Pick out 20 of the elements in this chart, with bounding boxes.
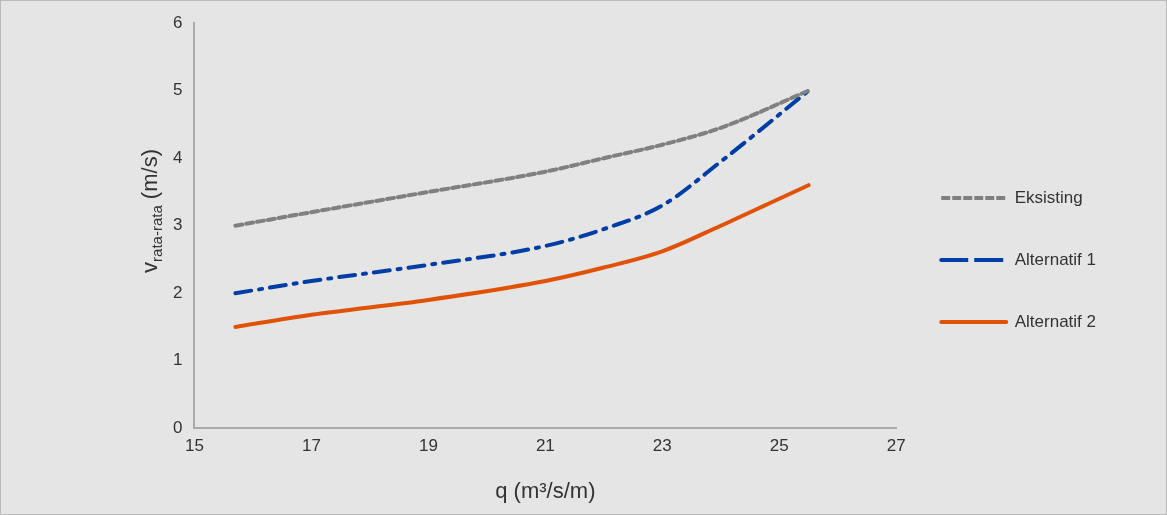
x-tick-label: 25 bbox=[769, 436, 789, 456]
x-axis-title: q (m³/s/m) bbox=[495, 477, 596, 503]
y-tick-label: 1 bbox=[172, 350, 183, 370]
line-series bbox=[233, 183, 811, 329]
x-tick-label: 15 bbox=[184, 436, 204, 456]
y-tick-label: 4 bbox=[172, 147, 183, 167]
x-tick-label: 19 bbox=[418, 436, 438, 456]
y-tick-label: 2 bbox=[172, 282, 183, 302]
legend-label: Alternatif 1 bbox=[1014, 249, 1096, 269]
legend-label: Eksisting bbox=[1014, 187, 1083, 207]
x-tick-label: 23 bbox=[652, 436, 672, 456]
x-tick-label: 27 bbox=[886, 436, 906, 456]
legend-label: Alternatif 2 bbox=[1014, 311, 1096, 331]
y-tick-label: 6 bbox=[172, 12, 183, 32]
x-tick-label: 17 bbox=[301, 436, 321, 456]
y-tick-label: 0 bbox=[172, 417, 183, 437]
y-tick-label: 5 bbox=[172, 80, 183, 100]
y-tick-label: 3 bbox=[172, 215, 183, 235]
line-series bbox=[233, 88, 811, 228]
x-tick-label: 21 bbox=[535, 436, 555, 456]
